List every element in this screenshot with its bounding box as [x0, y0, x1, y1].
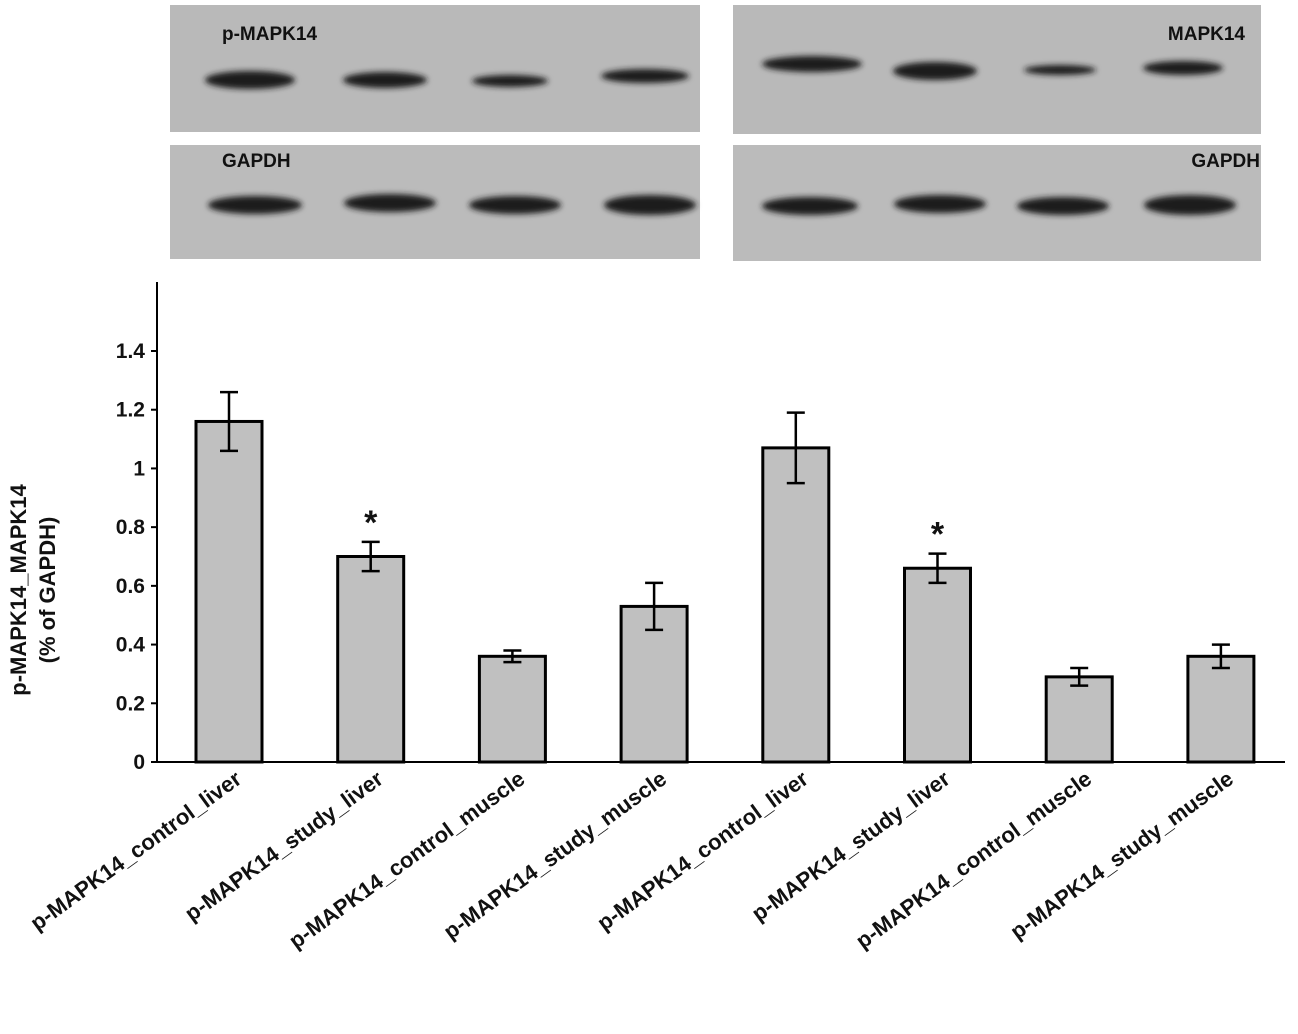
bar: [477, 654, 547, 764]
band-gapdh-left-lane3: [469, 196, 561, 214]
blot-label-mapk14: MAPK14: [1168, 24, 1246, 45]
y-tick-label: 1.4: [116, 340, 146, 363]
x-category-label: p-MAPK14_study_muscle: [439, 766, 671, 944]
band-gapdh-right-lane3: [1017, 197, 1109, 215]
y-tick-label: 0.4: [116, 634, 146, 657]
y-tick-label: 1.2: [116, 399, 145, 422]
band-gapdh-right-lane4: [1144, 195, 1236, 215]
band-p-mapk14-lane3: [472, 75, 548, 87]
y-axis-title-line1: p-MAPK14_MAPK14: [6, 483, 31, 695]
western-blot-panels: p-MAPK14 MAPK14 GAPDH GAPDH: [170, 5, 1261, 261]
x-category-label: p-MAPK14_control_muscle: [284, 766, 529, 954]
significance-annotations: * *: [364, 504, 945, 554]
band-mapk14-lane3: [1024, 65, 1096, 75]
x-category-label: p-MAPK14_study_muscle: [1006, 766, 1238, 944]
bar: [1186, 654, 1256, 764]
band-mapk14-lane2: [893, 62, 977, 80]
bar: [1044, 675, 1114, 764]
error-bars: [220, 390, 1230, 687]
bar: [761, 446, 831, 764]
bar-chart: 00.20.40.60.811.21.4 * * p-MAPK14_control…: [6, 282, 1285, 953]
blot-panel-p-mapk14: [170, 5, 700, 132]
band-gapdh-right-lane2: [894, 195, 986, 213]
x-category-labels: p-MAPK14_control_liverp-MAPK14_study_liv…: [26, 766, 1238, 954]
bars: [194, 419, 1256, 764]
band-p-mapk14-lane1: [205, 71, 295, 89]
band-gapdh-right-lane1: [762, 197, 858, 215]
band-mapk14-lane1: [762, 56, 862, 72]
blot-label-gapdh-left: GAPDH: [222, 151, 291, 172]
bar: [194, 419, 264, 764]
band-gapdh-left-lane2: [344, 194, 436, 212]
blot-label-p-mapk14: p-MAPK14: [222, 24, 317, 45]
band-p-mapk14-lane2: [343, 72, 427, 88]
significance-asterisk: *: [931, 516, 945, 554]
y-tick-label: 0.2: [116, 692, 145, 715]
y-axis-title-line2: (% of GAPDH): [35, 517, 60, 664]
blot-bands: [205, 56, 1236, 215]
bar: [619, 604, 689, 764]
bar: [903, 566, 972, 764]
y-ticks: 0 0.2 0.4 0.6 0.8 1 1.2 1.4: [116, 340, 157, 774]
significance-asterisk: *: [364, 504, 378, 542]
y-tick-label: 0: [133, 751, 145, 774]
y-tick-label: 1: [133, 457, 145, 480]
x-category-label: p-MAPK14_control_muscle: [851, 766, 1096, 954]
band-p-mapk14-lane4: [601, 69, 689, 83]
bar: [336, 555, 406, 764]
band-gapdh-left-lane4: [604, 195, 696, 215]
y-tick-label: 0.6: [116, 575, 145, 598]
blot-label-gapdh-right: GAPDH: [1191, 151, 1260, 172]
band-mapk14-lane4: [1143, 61, 1223, 75]
y-tick-label: 0.8: [116, 516, 146, 539]
band-gapdh-left-lane1: [208, 196, 302, 214]
